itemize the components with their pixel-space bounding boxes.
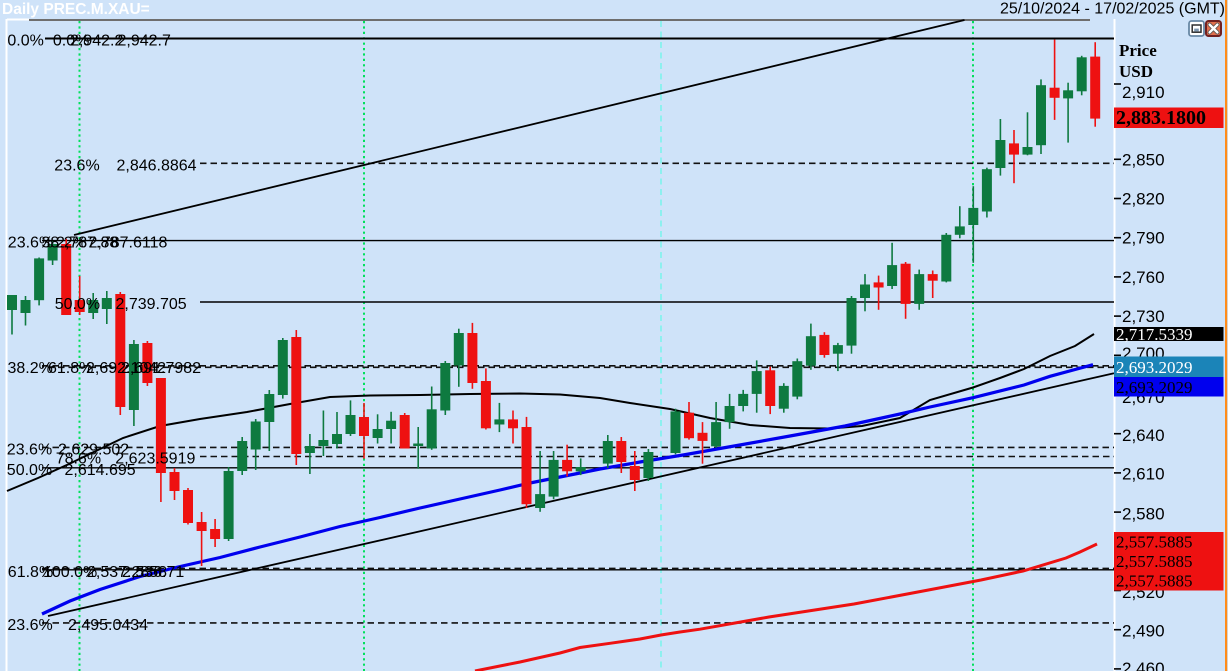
svg-text:0.0%: 0.0% xyxy=(7,33,43,50)
svg-text:2,610: 2,610 xyxy=(1122,465,1165,484)
svg-text:61.8%: 61.8% xyxy=(8,564,53,581)
svg-text:2,739.705: 2,739.705 xyxy=(116,296,187,313)
svg-text:2,557.5885: 2,557.5885 xyxy=(1116,533,1193,552)
svg-text:2,640: 2,640 xyxy=(1122,426,1165,445)
svg-text:2,730: 2,730 xyxy=(1122,307,1165,326)
svg-text:2,629.502: 2,629.502 xyxy=(58,441,129,458)
svg-text:2,820: 2,820 xyxy=(1122,190,1165,209)
svg-text:USD: USD xyxy=(1119,62,1153,81)
svg-text:23.6%: 23.6% xyxy=(7,441,52,458)
svg-text:0.0%: 0.0% xyxy=(53,33,89,50)
svg-text:100.0%: 100.0% xyxy=(43,564,97,581)
svg-text:38.2%: 38.2% xyxy=(42,235,87,252)
svg-text:2,536.71: 2,536.71 xyxy=(122,564,184,581)
svg-text:23.6%: 23.6% xyxy=(7,617,52,634)
svg-text:2,490: 2,490 xyxy=(1122,622,1165,641)
svg-text:2,693.2029: 2,693.2029 xyxy=(1116,378,1193,397)
svg-text:2,692.1042: 2,692.1042 xyxy=(86,360,166,377)
svg-text:23.6%: 23.6% xyxy=(54,157,99,174)
svg-text:23.6%: 23.6% xyxy=(8,235,53,252)
svg-text:2,580: 2,580 xyxy=(1122,505,1165,524)
svg-text:2,623.5919: 2,623.5919 xyxy=(115,451,195,468)
svg-text:61.8%: 61.8% xyxy=(48,360,93,377)
svg-text:Daily PREC.M.XAU=: Daily PREC.M.XAU= xyxy=(2,1,150,18)
svg-text:50.0%: 50.0% xyxy=(7,462,52,479)
svg-text:2,717.5339: 2,717.5339 xyxy=(1116,325,1193,344)
svg-text:Price: Price xyxy=(1119,41,1157,60)
svg-text:2,787.6118: 2,787.6118 xyxy=(89,235,168,252)
svg-text:2,557.5885: 2,557.5885 xyxy=(1116,572,1193,591)
svg-text:2,846.8864: 2,846.8864 xyxy=(117,157,197,174)
svg-text:2,787.88: 2,787.88 xyxy=(56,235,118,252)
svg-text:2,691.7982: 2,691.7982 xyxy=(121,360,201,377)
svg-text:2,693.2029: 2,693.2029 xyxy=(1116,358,1193,377)
svg-text:2,883.1800: 2,883.1800 xyxy=(1116,107,1206,129)
svg-text:2,760: 2,760 xyxy=(1122,268,1165,287)
svg-text:38.2%: 38.2% xyxy=(8,360,53,377)
svg-text:25/10/2024 - 17/02/2025 (GMT): 25/10/2024 - 17/02/2025 (GMT) xyxy=(1000,1,1225,18)
svg-text:2,790: 2,790 xyxy=(1122,229,1165,248)
svg-text:2,557.5885: 2,557.5885 xyxy=(1116,552,1193,571)
svg-text:2,460: 2,460 xyxy=(1122,659,1165,671)
svg-text:2,942.2: 2,942.2 xyxy=(70,33,123,50)
svg-text:2,537.2858: 2,537.2858 xyxy=(87,564,167,581)
svg-text:2,614.695: 2,614.695 xyxy=(65,462,136,479)
svg-text:50.0%: 50.0% xyxy=(55,296,100,313)
svg-text:78.6%: 78.6% xyxy=(56,451,101,468)
svg-text:2,910: 2,910 xyxy=(1122,83,1165,102)
svg-text:2,850: 2,850 xyxy=(1122,150,1165,169)
svg-text:2,942.7: 2,942.7 xyxy=(118,33,171,50)
svg-text:2,495.0434: 2,495.0434 xyxy=(68,617,148,634)
